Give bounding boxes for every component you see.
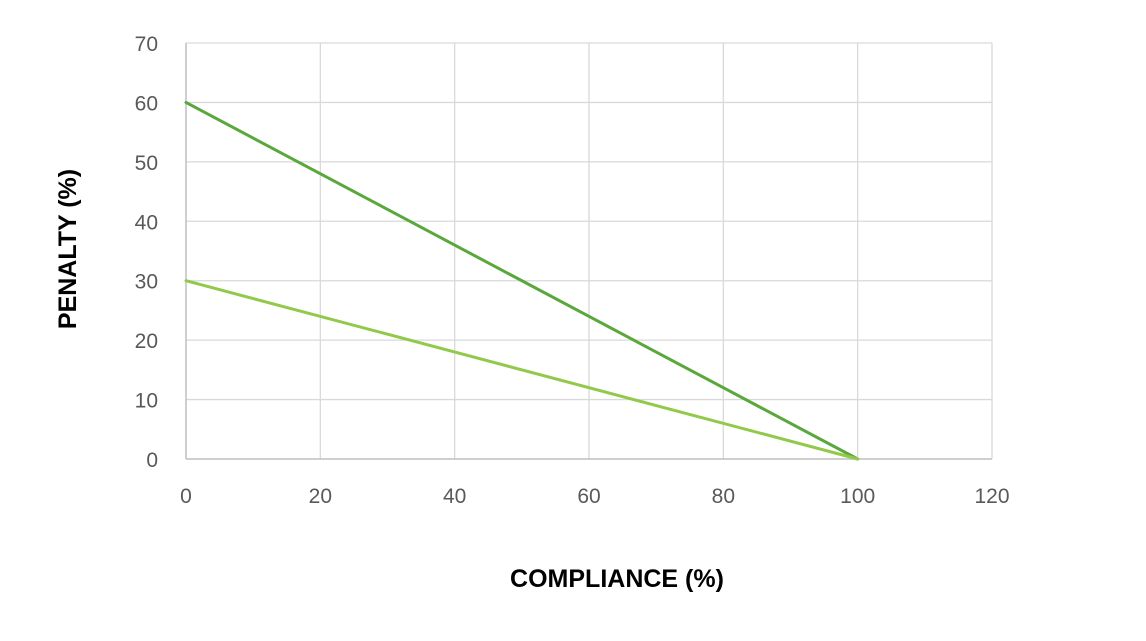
y-tick-label: 70 [135,33,158,56]
y-tick-label: 30 [135,271,158,294]
y-axis-title: PENALTY (%) [54,169,82,329]
y-tick-label: 40 [135,211,158,234]
y-tick-label: 20 [135,330,158,353]
series-line-1 [184,100,860,461]
y-tick-label: 60 [135,92,158,115]
gridlines [186,42,993,459]
x-axis-title: COMPLIANCE (%) [510,565,724,593]
x-tick-label: 80 [712,485,735,508]
y-tick-label: 0 [146,449,158,472]
x-axis-tick-labels: 0 20 40 60 80 100 120 [180,485,1009,508]
x-tick-label: 40 [443,485,466,508]
y-tick-label: 10 [135,390,158,413]
x-tick-label: 60 [577,485,600,508]
y-axis-tick-labels: 0 10 20 30 40 50 60 70 [135,33,158,472]
x-tick-label: 0 [180,485,192,508]
series-line-2 [184,279,860,461]
x-tick-label: 20 [309,485,332,508]
y-tick-label: 50 [135,152,158,175]
data-series [184,100,860,461]
x-tick-label: 120 [974,485,1009,508]
x-tick-label: 100 [840,485,875,508]
